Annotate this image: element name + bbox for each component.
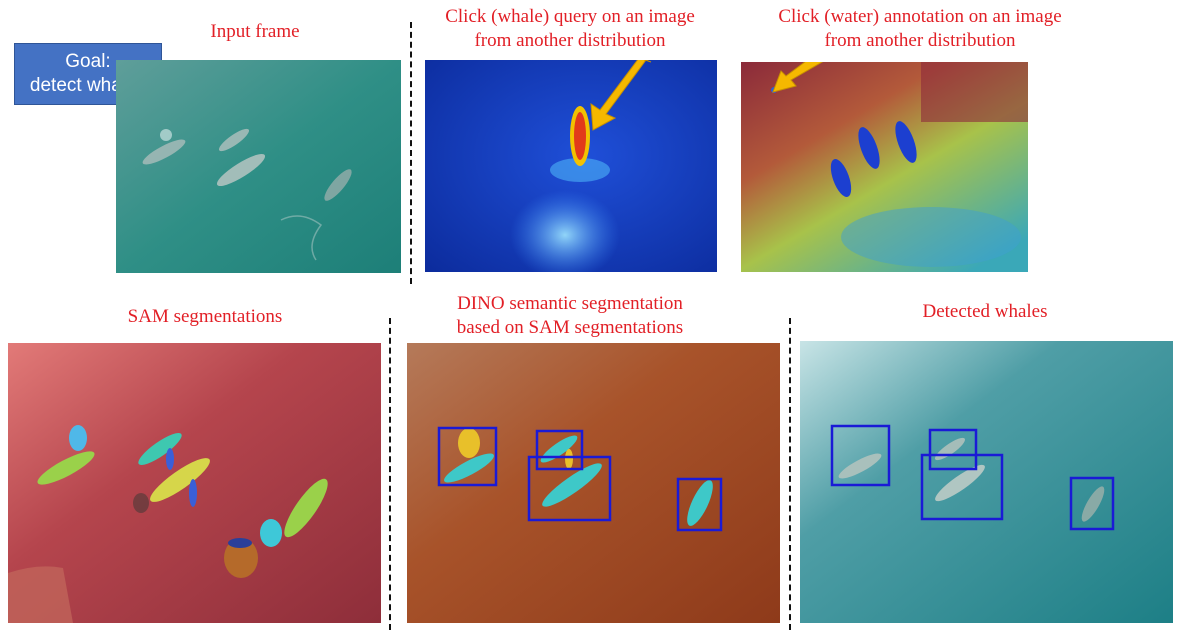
detected-whales-image xyxy=(800,341,1173,623)
detection-box-4 xyxy=(1069,476,1115,531)
whale-3 xyxy=(216,154,266,186)
whale-4 xyxy=(324,169,352,201)
whale-1 xyxy=(142,139,186,165)
detection-box-2 xyxy=(928,428,978,471)
caption-water-annotation: Click (water) annotation on an image fro… xyxy=(735,5,1105,53)
segment-4 xyxy=(150,458,210,502)
caption-whale-query-line1: Click (whale) query on an image xyxy=(445,6,695,27)
caption-whale-query: Click (whale) query on an image from ano… xyxy=(410,5,730,53)
divider-bottom-right xyxy=(789,318,791,630)
detection-box-1 xyxy=(830,424,891,487)
divider-top xyxy=(410,22,412,284)
caption-dino-line1: DINO semantic segmentation xyxy=(457,293,683,314)
detection-box-2 xyxy=(535,429,584,471)
segment-2 xyxy=(69,425,87,451)
caption-sam: SAM segmentations xyxy=(127,306,283,327)
caption-dino-line2: based on SAM segmentations xyxy=(456,317,684,338)
water-annotation-heatmap xyxy=(741,62,1028,272)
segment-6 xyxy=(260,519,282,547)
caption-dino: DINO semantic segmentation based on SAM … xyxy=(420,292,720,340)
detection-box-3 xyxy=(920,453,1004,521)
detection-box-3 xyxy=(527,455,612,522)
whale-blue-1 xyxy=(858,127,880,169)
whale-blue-2 xyxy=(895,121,917,163)
divider-bottom-left xyxy=(389,318,391,630)
whale-blue-3 xyxy=(830,159,852,197)
segment-1 xyxy=(37,451,95,485)
goal-label: Goal: xyxy=(65,51,111,72)
sam-segmentation-image xyxy=(8,343,381,623)
caption-input-frame: Input frame xyxy=(210,21,300,42)
detection-box-1 xyxy=(437,426,498,487)
dino-segmentation-image xyxy=(407,343,780,623)
whale-2 xyxy=(218,128,250,152)
caption-detected: Detected whales xyxy=(922,301,1048,322)
input-frame-image xyxy=(116,60,401,273)
detection-box-4 xyxy=(676,477,723,532)
arrow-icon xyxy=(590,60,652,131)
caption-whale-query-line2: from another distribution xyxy=(474,30,666,51)
segment-3 xyxy=(138,433,182,465)
arrow-icon xyxy=(772,62,824,93)
segment-5 xyxy=(284,478,328,538)
segment-7 xyxy=(224,538,258,578)
whale-query-heatmap xyxy=(425,60,717,272)
caption-water-annotation-line1: Click (water) annotation on an image xyxy=(778,6,1062,27)
caption-water-annotation-line2: from another distribution xyxy=(824,30,1016,51)
